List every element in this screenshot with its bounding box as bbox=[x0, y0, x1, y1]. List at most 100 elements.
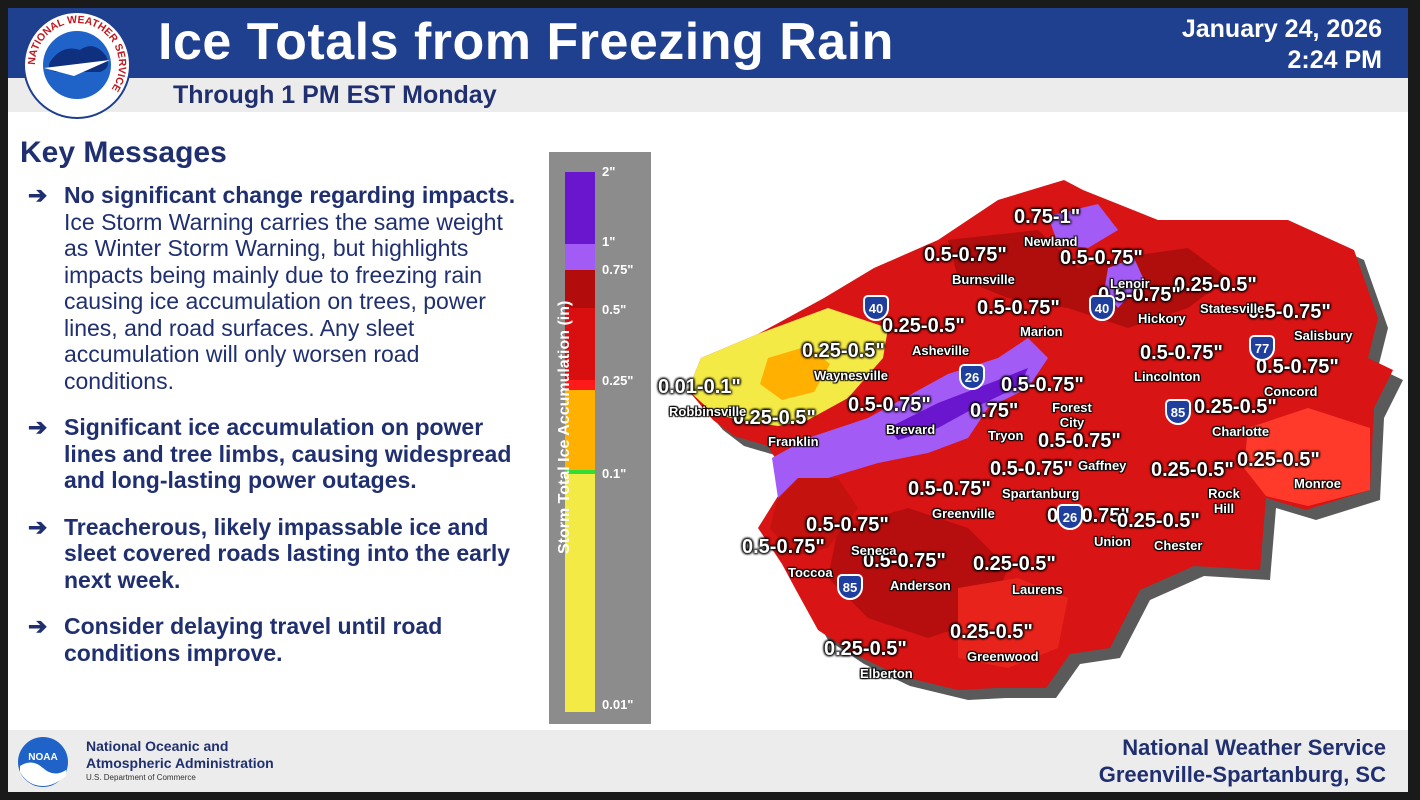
range-label: 0.25-0.5" bbox=[733, 407, 816, 429]
city-label: Chester bbox=[1154, 538, 1203, 553]
interstate-shield-icon: 26 bbox=[1057, 504, 1083, 530]
city-label: Rock Hill bbox=[1208, 486, 1240, 516]
range-label: 0.25-0.5" bbox=[1237, 449, 1320, 471]
key-messages-title: Key Messages bbox=[20, 136, 227, 169]
legend-band-1in bbox=[565, 244, 595, 270]
city-label: Union bbox=[1094, 534, 1131, 549]
interstate-shield-icon: 85 bbox=[1165, 399, 1191, 425]
key-message-1: ➔ No significant change regarding impact… bbox=[28, 182, 528, 394]
range-label: 0.5-0.75" bbox=[924, 244, 1007, 266]
range-label: 0.5-0.75" bbox=[848, 394, 931, 416]
noaa-logo-icon: NOAA bbox=[18, 737, 68, 787]
ice-1in-area-northwest bbox=[1048, 204, 1118, 248]
city-label: Robbinsville bbox=[669, 404, 747, 419]
nws-office-line2: Greenville-Spartanburg, SC bbox=[1098, 762, 1386, 787]
key-message-2: ➔ Significant ice accumulation on power … bbox=[28, 414, 528, 494]
range-label: 0.25-0.5" bbox=[1117, 510, 1200, 532]
issue-datetime: January 24, 2026 2:24 PM bbox=[1182, 14, 1382, 76]
range-label: 0.75" bbox=[970, 400, 1019, 422]
city-label: Brevard bbox=[886, 422, 936, 437]
range-label: 0.5-0.75" bbox=[1060, 247, 1143, 269]
ice-2in-streak bbox=[888, 368, 1028, 440]
legend-band-05in bbox=[565, 308, 595, 380]
legend-tick-2in: 2" bbox=[602, 164, 616, 179]
interstate-shield-icon: 77 bbox=[1249, 335, 1275, 361]
city-label: Greenwood bbox=[967, 649, 1039, 664]
range-label: 0.5-0.75" bbox=[1256, 356, 1339, 378]
key-message-1-text: Ice Storm Warning carries the same weigh… bbox=[64, 208, 503, 394]
subtitle-bar bbox=[8, 78, 1408, 112]
noaa-department: U.S. Department of Commerce bbox=[86, 773, 196, 782]
city-label: Marion bbox=[1020, 324, 1063, 339]
city-label: Gaffney bbox=[1078, 458, 1127, 473]
range-label: 0.5-0.75" bbox=[990, 458, 1073, 480]
range-label: 0.25-0.5" bbox=[824, 638, 907, 660]
city-label: Greenville bbox=[932, 506, 995, 521]
city-label: Charlotte bbox=[1212, 424, 1270, 439]
legend-tick-01in: 0.1" bbox=[602, 466, 627, 481]
legend-tick-075in: 0.75" bbox=[602, 262, 634, 277]
issue-date: January 24, 2026 bbox=[1181, 15, 1382, 43]
range-label: 0.5-0.75" bbox=[908, 478, 991, 500]
key-messages-list: ➔ No significant change regarding impact… bbox=[28, 182, 528, 686]
noaa-name-line1: National Oceanic and bbox=[86, 738, 229, 754]
range-label: 0.5-0.75" bbox=[977, 297, 1060, 319]
city-label: Statesville bbox=[1200, 301, 1265, 316]
legend-tick-001in: 0.01" bbox=[602, 697, 634, 712]
page-title: Ice Totals from Freezing Rain bbox=[158, 13, 894, 71]
legend-band-075in bbox=[565, 270, 595, 308]
arrow-right-icon: ➔ bbox=[28, 613, 48, 639]
legend-band-001in bbox=[565, 474, 595, 712]
legend-band-01-025in bbox=[565, 390, 595, 470]
page-subtitle: Through 1 PM EST Monday bbox=[173, 81, 497, 109]
noaa-name: National Oceanic and Atmospheric Adminis… bbox=[86, 738, 274, 772]
nws-office: National Weather Service Greenville-Spar… bbox=[1099, 734, 1386, 788]
header-bar bbox=[8, 8, 1408, 78]
city-label: Laurens bbox=[1012, 582, 1063, 597]
range-label: 0.25-0.5" bbox=[950, 621, 1033, 643]
light-ice-area-southeast bbox=[1244, 408, 1370, 506]
footer-bar bbox=[8, 730, 1408, 792]
range-label: 0.25-0.5" bbox=[1151, 459, 1234, 481]
interstate-shield-icon: 85 bbox=[837, 574, 863, 600]
noaa-logo-text: NOAA bbox=[28, 752, 57, 763]
range-label: 0.5-0.75" bbox=[1038, 430, 1121, 452]
key-message-4-bold: Consider delaying travel until road cond… bbox=[64, 613, 443, 666]
city-label: Forest City bbox=[1052, 400, 1092, 430]
legend-band-01in bbox=[565, 470, 595, 474]
city-label: Salisbury bbox=[1294, 328, 1353, 343]
noaa-name-line2: Atmospheric Administration bbox=[86, 755, 274, 771]
range-label: 0.5-0.75" bbox=[1001, 374, 1084, 396]
city-label: Seneca bbox=[851, 543, 897, 558]
range-label: 0.5-0.75" bbox=[1248, 301, 1331, 323]
legend-color-bar bbox=[565, 172, 595, 712]
city-label: Concord bbox=[1264, 384, 1318, 399]
graphic-frame: Ice Totals from Freezing Rain January 24… bbox=[8, 8, 1408, 792]
city-label: Toccoa bbox=[788, 565, 833, 580]
city-label: Franklin bbox=[768, 434, 819, 449]
city-label: Waynesville bbox=[814, 368, 888, 383]
range-label: 0.01-0.1" bbox=[658, 376, 741, 398]
interstate-shield-icon: 40 bbox=[1089, 295, 1115, 321]
range-label: 0.25-0.5" bbox=[882, 315, 965, 337]
legend-tick-1in: 1" bbox=[602, 234, 616, 249]
range-label: 0.5-0.75" bbox=[742, 536, 825, 558]
range-label: 0.25-0.5" bbox=[1194, 396, 1277, 418]
ice-1in-area-north bbox=[1104, 258, 1144, 308]
city-label: Monroe bbox=[1294, 476, 1341, 491]
light-ice-area-south bbox=[958, 578, 1068, 668]
interstate-shield-icon: 26 bbox=[959, 364, 985, 390]
city-label: Lenoir bbox=[1110, 276, 1150, 291]
arrow-right-icon: ➔ bbox=[28, 513, 48, 540]
nws-office-line1: National Weather Service bbox=[1122, 735, 1386, 760]
key-message-2-bold: Significant ice accumulation on power li… bbox=[64, 414, 512, 493]
city-label: Elberton bbox=[860, 666, 913, 681]
heavy-ice-band-north bbox=[948, 230, 1228, 328]
range-label: 0.25-0.5" bbox=[1174, 274, 1257, 296]
range-label: 0.25-0.5" bbox=[802, 340, 885, 362]
city-label: Burnsville bbox=[952, 272, 1015, 287]
range-label: 0.25-0.5" bbox=[973, 553, 1056, 575]
nws-logo-icon: NATIONAL WEATHER SERVICE bbox=[23, 11, 131, 119]
city-label: Asheville bbox=[912, 343, 970, 358]
key-message-3-bold: Treacherous, likely impassable ice and s… bbox=[64, 513, 511, 593]
